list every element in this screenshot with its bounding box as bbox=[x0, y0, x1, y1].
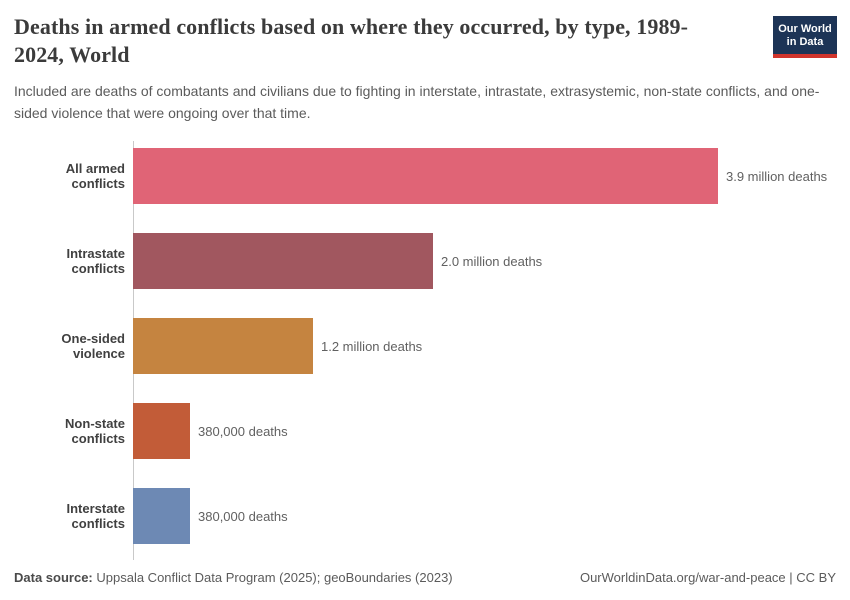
header: Deaths in armed conflicts based on where… bbox=[0, 0, 850, 69]
value-label-non-state-conflicts: 380,000 deaths bbox=[198, 423, 288, 439]
bar-row: Non-state conflicts 380,000 deaths bbox=[14, 403, 836, 459]
bar-zone: 380,000 deaths bbox=[133, 488, 288, 544]
bar-all-armed-conflicts[interactable] bbox=[133, 148, 718, 204]
category-label-intrastate-conflicts: Intrastate conflicts bbox=[66, 246, 125, 276]
bar-chart: All armed conflicts 3.9 million deaths Int… bbox=[14, 141, 836, 560]
bar-row: Intrastate conflicts 2.0 million deaths bbox=[14, 233, 836, 289]
logo-text-line2: in Data bbox=[786, 36, 824, 48]
bar-zone: 380,000 deaths bbox=[133, 403, 288, 459]
bar-row: All armed conflicts 3.9 million deaths bbox=[14, 148, 836, 204]
value-label-all-armed-conflicts: 3.9 million deaths bbox=[726, 168, 828, 184]
bar-row: One-sided violence 1.2 million deaths bbox=[14, 318, 836, 374]
data-source: Data source: Uppsala Conflict Data Progr… bbox=[14, 570, 453, 585]
bar-intrastate-conflicts[interactable] bbox=[133, 233, 433, 289]
bar-interstate-conflicts[interactable] bbox=[133, 488, 190, 544]
data-source-value: Uppsala Conflict Data Program (2025); ge… bbox=[96, 570, 453, 585]
value-label-intrastate-conflicts: 2.0 million deaths bbox=[441, 253, 543, 269]
bar-zone: 1.2 million deaths bbox=[133, 318, 422, 374]
category-label-interstate-conflicts: Interstate conflicts bbox=[66, 501, 125, 531]
attribution-link[interactable]: OurWorldinData.org/war-and-peace | CC BY bbox=[579, 570, 836, 585]
data-source-label: Data source: bbox=[14, 570, 97, 585]
logo-text-line1: Our World bbox=[778, 23, 832, 35]
bar-zone: 2.0 million deaths bbox=[133, 233, 542, 289]
bar-non-state-conflicts[interactable] bbox=[133, 403, 190, 459]
owid-logo[interactable]: Our World in Data bbox=[773, 16, 837, 58]
bar-row: Interstate conflicts 380,000 deaths bbox=[14, 488, 836, 544]
category-label-all-armed-conflicts: All armed conflicts bbox=[65, 161, 125, 191]
footer: Data source: Uppsala Conflict Data Progr… bbox=[0, 570, 850, 585]
bar-one-sided-violence[interactable] bbox=[133, 318, 313, 374]
category-label-one-sided-violence: One-sided violence bbox=[61, 331, 125, 361]
value-label-interstate-conflicts: 380,000 deaths bbox=[198, 508, 288, 524]
value-label-one-sided-violence: 1.2 million deaths bbox=[321, 338, 423, 354]
chart-title: Deaths in armed conflicts based on where… bbox=[14, 14, 689, 67]
chart-subtitle: Included are deaths of combatants and ci… bbox=[14, 83, 820, 121]
bar-zone: 3.9 million deaths bbox=[133, 148, 827, 204]
category-label-non-state-conflicts: Non-state conflicts bbox=[65, 416, 125, 446]
